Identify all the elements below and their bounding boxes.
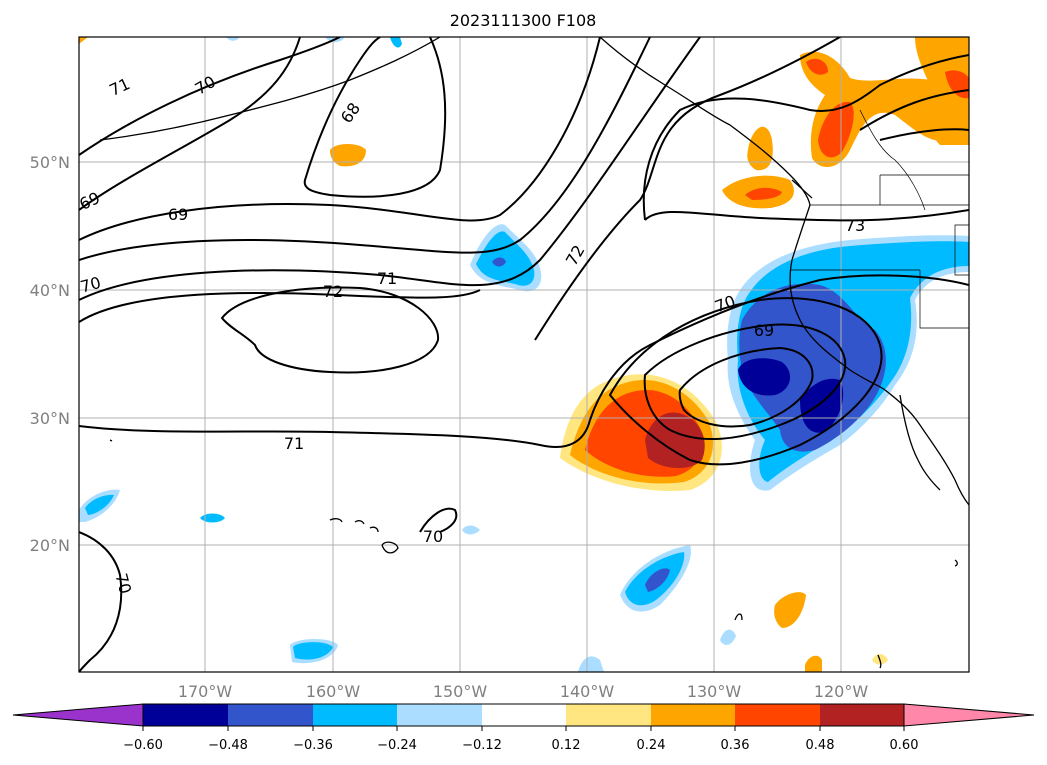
colorbar-segment (397, 704, 482, 726)
contour-label-70-b: 70 (78, 273, 103, 297)
colorbar-segment (143, 704, 228, 726)
colorbar-segment (566, 704, 651, 726)
height-contours (79, 37, 969, 672)
figure-title: 2023111300 F108 (450, 11, 597, 30)
lon-label: 160°W (306, 682, 361, 701)
lat-label: 20°N (30, 536, 70, 555)
lon-label: 150°W (433, 682, 488, 701)
colorbar-extend-high (903, 703, 1035, 727)
map-frame (78, 36, 970, 673)
lon-label: 170°W (178, 682, 233, 701)
colorbar-tick-label: 0.48 (806, 738, 835, 753)
colorbar-tick-label: 0.36 (721, 738, 750, 753)
contour-label-69-c: 69 (754, 321, 774, 340)
colorbar-tick-label: 0.12 (552, 738, 581, 753)
colorbar-segment (482, 704, 566, 726)
colorbar-tick-label: −0.48 (208, 738, 248, 753)
colorbar-segment (228, 704, 313, 726)
negative-anomaly-shading (79, 37, 969, 672)
lon-label: 120°W (814, 682, 869, 701)
colorbar-tick-label: −0.60 (123, 738, 163, 753)
colorbar-segment (735, 704, 820, 726)
contour-label-72-b: 72 (323, 282, 343, 301)
lon-label: 130°W (687, 682, 742, 701)
map-area: 71 70 68 69 69 70 72 71 72 73 70 69 71 7… (76, 37, 969, 672)
coastlines (99, 37, 969, 669)
gridlines (79, 37, 969, 672)
colorbar-segment (820, 704, 904, 726)
contour-label-71-c: 71 (284, 434, 304, 453)
colorbar-extend-low (12, 703, 144, 727)
colorbar-segment (313, 704, 397, 726)
colorbar-tick-label: −0.12 (462, 738, 502, 753)
lat-label: 30°N (30, 409, 70, 428)
latitude-labels: 50°N 40°N 30°N 20°N (30, 153, 70, 555)
contour-label-69-b: 69 (168, 205, 188, 224)
contour-label-71-b: 71 (377, 269, 397, 288)
colorbar-tick-label: −0.24 (377, 738, 417, 753)
colorbar-tick-label: −0.36 (293, 738, 333, 753)
colorbar-segment (651, 704, 735, 726)
contour-label-70-d: 70 (423, 527, 443, 546)
lon-label: 140°W (560, 682, 615, 701)
colorbar: −0.60 −0.48 −0.36 −0.24 −0.12 0.12 0.24 … (12, 703, 1035, 753)
colorbar-tick-label: 0.24 (637, 738, 666, 753)
colorbar-tick-label: 0.60 (890, 738, 919, 753)
longitude-labels: 170°W 160°W 150°W 140°W 130°W 120°W (178, 682, 869, 701)
positive-anomaly-shading (79, 37, 969, 672)
lat-label: 40°N (30, 281, 70, 300)
contour-label-73: 73 (845, 216, 865, 235)
contour-label-70-e: 70 (112, 571, 136, 596)
contour-label-69-a: 69 (76, 188, 102, 214)
lat-label: 50°N (30, 153, 70, 172)
